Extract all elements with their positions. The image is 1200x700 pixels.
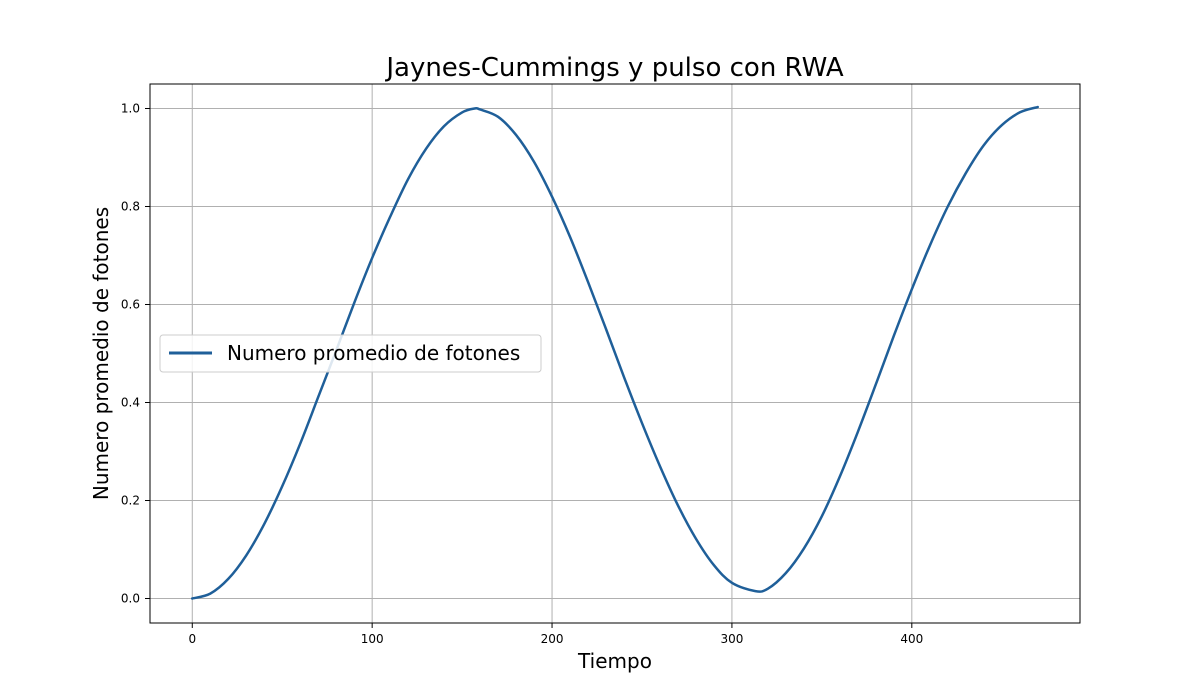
y-tick-label: 1.0	[121, 102, 140, 116]
legend-label: Numero promedio de fotones	[227, 341, 520, 365]
legend: Numero promedio de fotones	[159, 334, 542, 373]
y-tick-label: 0.2	[121, 494, 140, 508]
x-tick-label: 300	[720, 632, 743, 646]
y-tick-label: 0.0	[121, 592, 140, 606]
ticks: 0 100 200 300 400 0.0 0.2 0.4 0.6 0.8 1.0	[121, 102, 923, 647]
x-tick-label: 0	[188, 632, 196, 646]
y-tick-label: 0.6	[121, 298, 140, 312]
y-tick-label: 0.8	[121, 200, 140, 214]
x-tick-label: 100	[361, 632, 384, 646]
x-axis-label: Tiempo	[577, 649, 652, 673]
y-tick-label: 0.4	[121, 396, 140, 410]
y-axis-label: Numero promedio de fotones	[89, 207, 113, 500]
chart-title: Jaynes-Cummings y pulso con RWA	[384, 53, 844, 83]
x-tick-label: 400	[900, 632, 923, 646]
legend-box	[159, 334, 542, 373]
x-tick-label: 200	[541, 632, 564, 646]
plot-area-frame	[149, 83, 1081, 624]
grid	[150, 84, 1080, 623]
